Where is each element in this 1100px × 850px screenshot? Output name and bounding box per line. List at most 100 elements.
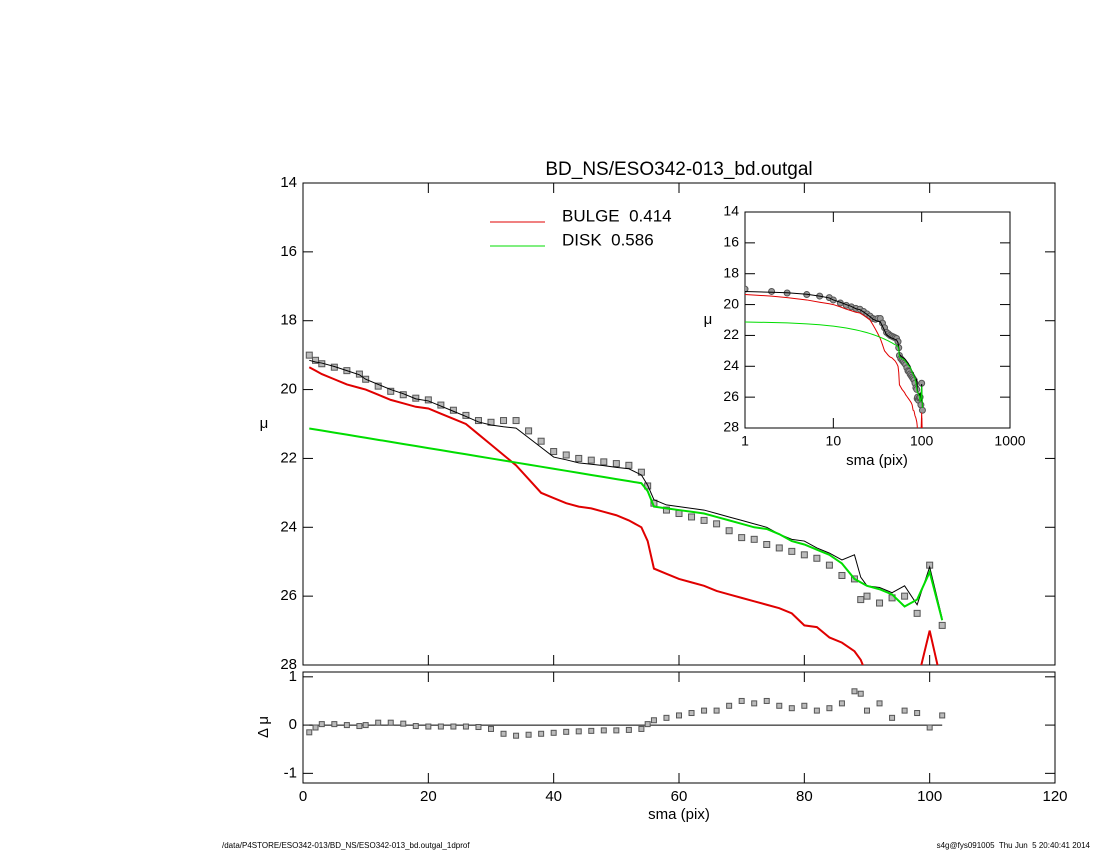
residual-point	[437, 723, 444, 730]
x-tick-label: 10	[826, 433, 842, 449]
residual-point	[738, 697, 745, 704]
inset-point	[745, 285, 749, 293]
data-point	[537, 437, 545, 445]
y-tick-label: 26	[723, 388, 739, 404]
data-point	[763, 541, 771, 548]
residual-point	[864, 707, 870, 714]
data-point	[775, 544, 783, 552]
residual-point	[412, 723, 419, 730]
inset-point	[918, 406, 926, 414]
data-point	[788, 547, 796, 555]
data-point	[838, 571, 846, 579]
residual-point	[851, 688, 858, 695]
data-point	[662, 506, 670, 514]
y-tick-label: 20	[723, 295, 739, 311]
y-tick-label: 26	[280, 587, 297, 604]
residual-point	[688, 710, 695, 717]
residual-point	[939, 712, 946, 719]
data-point	[738, 534, 746, 542]
residual-point	[462, 723, 469, 730]
plot-area	[305, 351, 946, 665]
residual-point	[788, 705, 795, 712]
residual-point	[387, 719, 394, 726]
residual-y-label: Δ μ	[255, 716, 272, 738]
inset-line	[745, 321, 923, 408]
residual-point	[776, 702, 783, 709]
residual-point	[914, 710, 921, 717]
residual-point	[813, 707, 820, 714]
data-point	[750, 535, 758, 543]
inset-x-label: sma (pix)	[846, 452, 908, 469]
residual-point	[343, 722, 350, 729]
model-line	[309, 427, 944, 621]
residual-point	[600, 727, 607, 734]
residual-point	[826, 705, 833, 712]
x-tick-label: 80	[796, 788, 813, 805]
residual-point	[701, 707, 708, 714]
residual-point	[926, 724, 933, 731]
data-point	[550, 448, 558, 456]
data-point	[813, 554, 821, 562]
residual-point	[312, 724, 319, 731]
x-tick-label: 1	[741, 433, 749, 449]
y-tick-label: 24	[723, 357, 739, 373]
residual-point	[425, 723, 432, 730]
chart-title: BD_NS/ESO342-013_bd.outgal	[545, 159, 812, 180]
data-point	[675, 510, 683, 518]
inset-plot	[745, 285, 926, 428]
residual-point	[400, 720, 407, 727]
x-axis-label: sma (pix)	[648, 806, 710, 823]
data-point	[587, 456, 595, 464]
y-tick-label: 22	[723, 326, 739, 342]
data-point	[600, 458, 608, 466]
residual-point	[613, 727, 620, 734]
residual-point	[538, 730, 545, 737]
residual-point	[488, 725, 494, 732]
data-point	[857, 596, 865, 604]
residual-point	[318, 721, 325, 728]
data-point	[525, 427, 533, 435]
plot-area	[306, 688, 946, 739]
residual-point	[450, 723, 457, 730]
y-tick-label: 0	[289, 716, 297, 733]
residual-point	[857, 690, 864, 697]
data-point	[412, 394, 420, 402]
x-tick-label: 100	[910, 433, 934, 449]
y-axis-label: μ	[260, 415, 269, 432]
inset-point	[768, 287, 776, 295]
residual-point	[563, 728, 570, 735]
y-tick-label: 14	[723, 203, 739, 219]
data-point	[688, 513, 696, 521]
residual-point	[475, 724, 482, 731]
residual-point	[726, 702, 733, 709]
model-line	[309, 359, 943, 619]
residual-point	[838, 700, 845, 707]
residual-point	[306, 729, 313, 736]
data-point	[901, 592, 909, 600]
data-point	[800, 551, 808, 559]
data-point	[725, 527, 733, 535]
x-tick-label: 0	[299, 788, 307, 805]
residual-point	[331, 721, 338, 728]
y-tick-label: 20	[280, 381, 297, 398]
y-tick-label: 18	[280, 312, 297, 329]
residual-point	[650, 717, 657, 724]
data-point	[876, 599, 884, 607]
footer-left: /data/P4STORE/ESO342-013/BD_NS/ESO342-01…	[222, 841, 470, 850]
data-point	[424, 396, 432, 404]
y-tick-label: 16	[280, 243, 297, 260]
residual-point	[876, 700, 883, 707]
residual-point	[889, 714, 896, 721]
residual-point	[676, 712, 682, 719]
y-tick-label: 24	[280, 518, 297, 535]
data-point	[938, 621, 946, 629]
x-tick-label: 60	[671, 788, 688, 805]
data-point	[913, 609, 921, 617]
residual-point	[550, 729, 557, 736]
residual-point	[901, 707, 908, 714]
x-tick-label: 1000	[994, 433, 1025, 449]
data-point	[700, 516, 708, 524]
x-tick-label: 100	[917, 788, 942, 805]
footer-right: s4g@fys091005 Thu Jun 5 20:40:41 2014	[937, 841, 1091, 850]
